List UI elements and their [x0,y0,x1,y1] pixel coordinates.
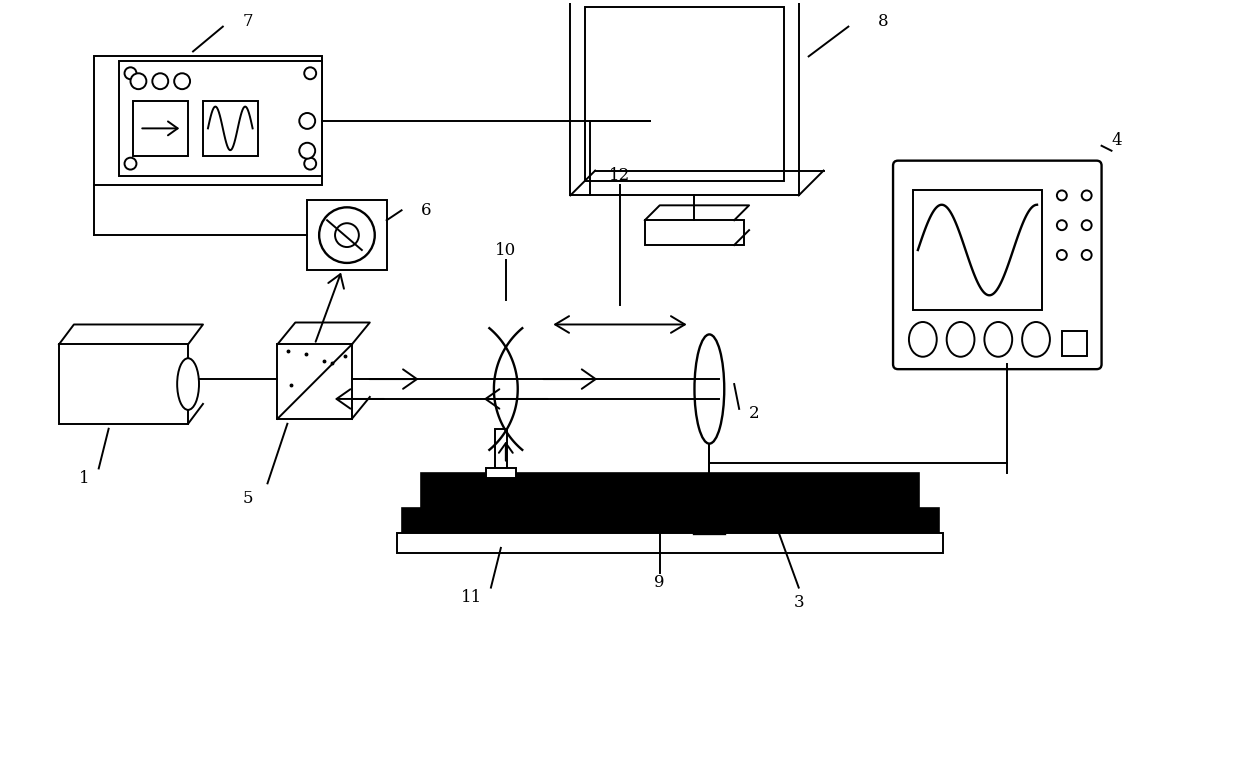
Ellipse shape [1022,322,1050,357]
Circle shape [1081,250,1091,260]
Bar [60,344,188,424]
Bar [134,101,188,156]
Bar [94,56,322,186]
Circle shape [319,207,374,263]
Circle shape [299,143,315,158]
Bar [1061,332,1086,356]
Ellipse shape [946,322,975,357]
Circle shape [1056,220,1066,230]
Text: 8: 8 [878,13,888,30]
Bar [486,469,516,478]
Bar [645,220,744,245]
Text: 1: 1 [78,470,89,487]
Text: 10: 10 [495,241,516,259]
Circle shape [124,67,136,79]
Circle shape [1081,191,1091,201]
Bar [913,191,1042,310]
FancyBboxPatch shape [893,161,1101,369]
Bar [495,429,507,474]
Circle shape [304,67,316,79]
Bar [422,474,918,508]
Circle shape [304,158,316,169]
Text: 3: 3 [794,594,804,611]
Text: 2: 2 [749,405,759,423]
Circle shape [1056,250,1066,260]
Circle shape [124,158,136,169]
Circle shape [1081,220,1091,230]
Bar [397,533,942,553]
Text: 12: 12 [609,167,631,184]
Bar [308,201,387,270]
Text: 6: 6 [422,201,432,219]
Text: 7: 7 [242,13,253,30]
Text: 11: 11 [460,589,481,606]
Bar [570,0,799,195]
Ellipse shape [177,358,198,410]
Bar [585,7,784,180]
Bar [278,344,352,419]
Bar [203,101,258,156]
Text: 4: 4 [1111,132,1122,149]
Circle shape [1056,191,1066,201]
Bar [402,508,937,533]
Ellipse shape [694,335,724,444]
Text: 9: 9 [655,574,665,591]
Circle shape [130,73,146,89]
Circle shape [174,73,190,89]
Ellipse shape [909,322,936,357]
Circle shape [153,73,169,89]
Text: 5: 5 [242,490,253,506]
Circle shape [299,113,315,129]
Ellipse shape [985,322,1012,357]
Bar [119,61,322,176]
Circle shape [335,223,358,247]
